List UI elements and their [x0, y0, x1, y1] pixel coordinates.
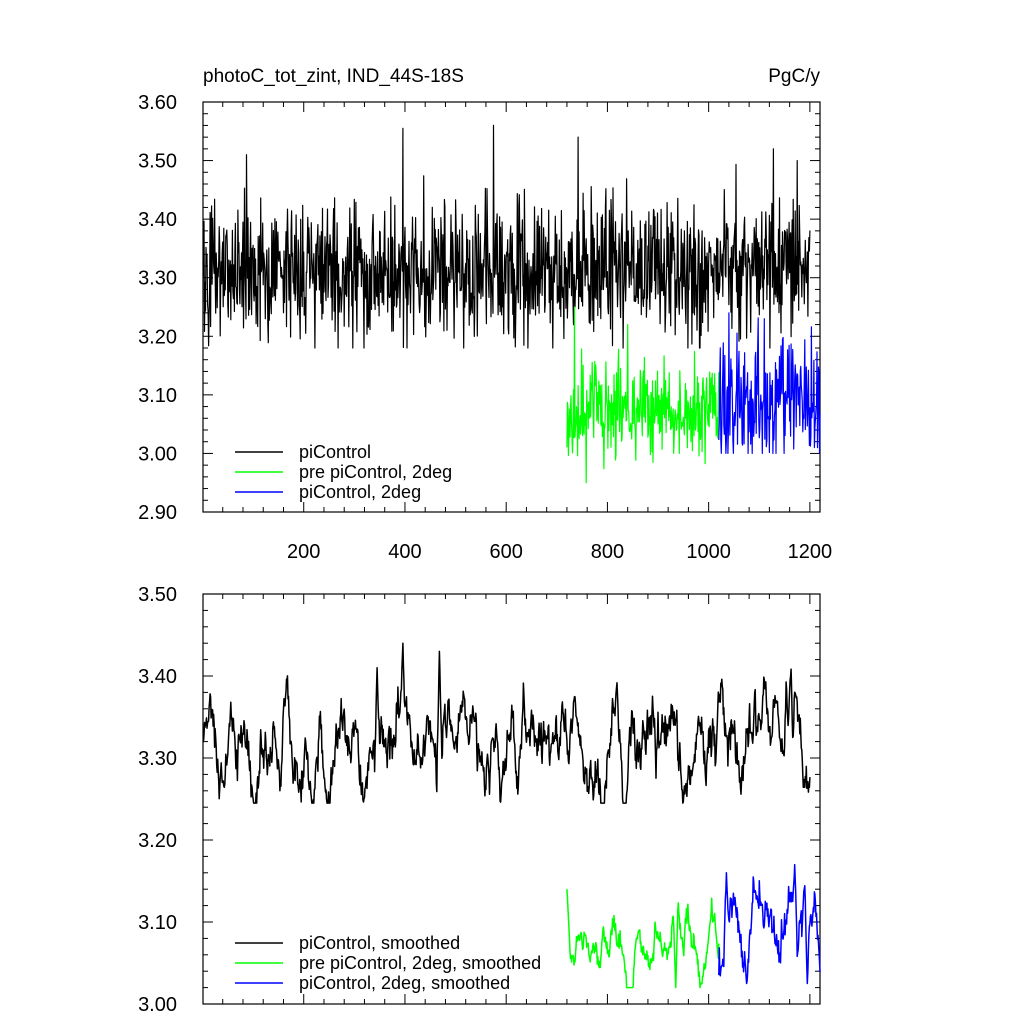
y-tick-label: 3.60	[138, 92, 177, 114]
y-tick-label: 3.20	[138, 326, 177, 348]
y-tick-label: 3.00	[138, 443, 177, 465]
y-tick-label: 3.50	[138, 151, 177, 173]
panel-bottom: 3.00 3.10 3.20 3.30 3.40 3.50 piControl, smoot…	[138, 584, 821, 1016]
x-tick-label: 200	[287, 541, 320, 563]
legend-label: pre piControl, 2deg	[299, 462, 452, 482]
y-tick-label: 3.20	[138, 830, 177, 852]
series-line-2	[566, 306, 720, 484]
series-line-3	[718, 312, 821, 454]
plot-frame	[202, 101, 821, 513]
x-tick-label: 600	[489, 541, 522, 563]
series-line-2	[566, 889, 720, 989]
y-tick-label: 3.30	[138, 748, 177, 770]
plot-frame	[202, 593, 821, 1005]
y-tick-label: 3.00	[138, 994, 177, 1016]
legend-label: piControl	[299, 442, 371, 462]
y-tick-label: 3.50	[138, 584, 177, 606]
series-line-3	[718, 863, 821, 985]
legend-label: pre piControl, 2deg, smoothed	[299, 953, 541, 973]
x-tick-label: 1000	[686, 541, 731, 563]
y-tick-label: 3.10	[138, 912, 177, 934]
x-tick-label: 400	[388, 541, 421, 563]
x-tick-label: 800	[591, 541, 624, 563]
y-tick-label: 3.40	[138, 209, 177, 231]
series-line-1	[202, 124, 811, 349]
y-tick-label: 3.10	[138, 385, 177, 407]
y-tick-label: 3.30	[138, 268, 177, 290]
chart-title: photoC_tot_zint, IND_44S-18S	[203, 66, 464, 87]
x-tick-label: 1200	[788, 541, 833, 563]
chart-units: PgC/y	[768, 66, 820, 87]
legend-label: piControl, 2deg, smoothed	[299, 973, 510, 993]
y-tick-label: 3.40	[138, 666, 177, 688]
series-line-1	[202, 642, 811, 804]
y-tick-label: 2.90	[138, 502, 177, 524]
panel-top: 200 400 600 800 1000 1200 2.90 3.00 3.10 3.20 3.30…	[138, 92, 832, 563]
legend-label: piControl, 2deg	[299, 482, 421, 502]
legend-label: piControl, smoothed	[299, 933, 460, 953]
